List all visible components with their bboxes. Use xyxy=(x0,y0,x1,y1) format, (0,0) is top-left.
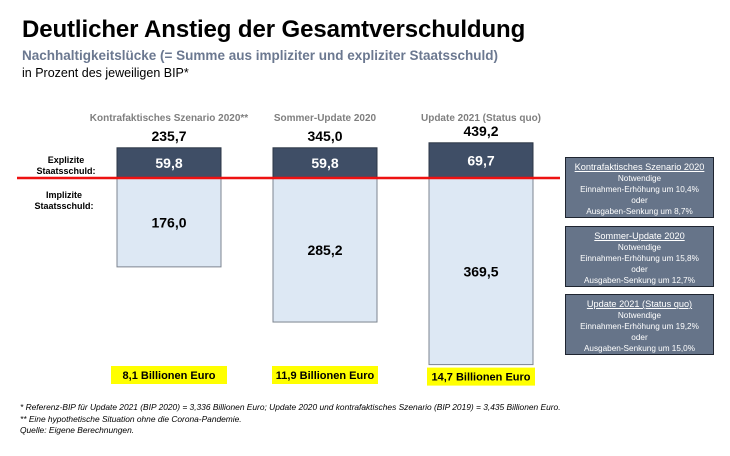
explicit-value-label: 59,8 xyxy=(311,155,338,171)
scenario-label: Update 2021 (Status quo) xyxy=(421,113,541,124)
info-box-line: Einnahmen-Erhöhung um 19,2% xyxy=(580,322,699,331)
info-box-heading: Update 2021 (Status quo) xyxy=(586,299,693,309)
side-label-implicit: Implizite Staatsschuld: xyxy=(34,190,93,211)
info-box-kontrafaktisch: Kontrafaktisches Szenario 2020 Notwendig… xyxy=(565,157,714,218)
chart-subtitle: Nachhaltigkeitslücke (= Summe aus impliz… xyxy=(22,48,499,63)
bar-implicit xyxy=(272,177,378,323)
info-box-line: Notwendige xyxy=(617,311,662,320)
euro-amount-label: 14,7 Billionen Euro xyxy=(431,372,530,384)
scenario-label: Sommer-Update 2020 xyxy=(274,113,377,124)
info-box-line: Notwendige xyxy=(617,243,662,252)
side-label-implicit-line1: Implizite xyxy=(46,190,82,200)
footnote-source: Quelle: Eigene Berechnungen. xyxy=(20,425,135,435)
info-box-line: oder xyxy=(631,196,648,205)
explicit-value-label: 59,8 xyxy=(155,155,182,171)
unit-label: in Prozent des jeweiligen BIP* xyxy=(22,66,189,80)
side-label-explicit-line2: Staatsschuld: xyxy=(36,166,95,176)
info-box-heading: Kontrafaktisches Szenario 2020 xyxy=(574,162,705,172)
bar-group: 59,8 176,0 235,7 Kontrafaktisches Szenario … xyxy=(90,113,249,384)
scenario-label: Kontrafaktisches Szenario 2020** xyxy=(90,113,249,124)
info-box-heading: Sommer-Update 2020 xyxy=(594,231,685,241)
bar-explicit xyxy=(116,147,222,179)
info-box-line: Einnahmen-Erhöhung um 15,8% xyxy=(580,254,699,263)
info-box-line: Notwendige xyxy=(617,174,662,183)
info-box-line: oder xyxy=(631,265,648,274)
total-value-label: 439,2 xyxy=(463,123,498,139)
implicit-value-label: 176,0 xyxy=(151,214,186,230)
euro-highlight-box xyxy=(427,367,535,386)
footnote-bip: * Referenz-BIP für Update 2021 (BIP 2020… xyxy=(20,402,561,412)
info-box-line: Ausgaben-Senkung um 8,7% xyxy=(586,207,693,216)
implicit-value-label: 285,2 xyxy=(307,242,342,258)
info-box-line: oder xyxy=(631,333,648,342)
footnotes: * Referenz-BIP für Update 2021 (BIP 2020… xyxy=(20,402,561,437)
euro-amount-label: 8,1 Billionen Euro xyxy=(123,370,216,382)
footnote-hypothetical: ** Eine hypothetische Situation ohne die… xyxy=(20,413,242,424)
side-label-explicit: Explizite Staatsschuld: xyxy=(36,155,95,176)
info-box-sommer-update: Sommer-Update 2020 Notwendige Einnahmen-… xyxy=(565,226,714,287)
bars-layer: 59,8 176,0 235,7 Kontrafaktisches Szenario … xyxy=(90,113,541,386)
side-label-implicit-line2: Staatsschuld: xyxy=(34,201,93,211)
bar-group: 59,8 285,2 345,0 Sommer-Update 2020 11,9 Bil… xyxy=(272,113,378,384)
euro-highlight-box xyxy=(111,366,227,384)
explicit-value-label: 69,7 xyxy=(467,152,494,168)
info-box-update-2021: Update 2021 (Status quo) Notwendige Einn… xyxy=(565,294,714,355)
info-box-line: Ausgaben-Senkung um 15,0% xyxy=(583,344,696,353)
bar-explicit xyxy=(272,147,378,179)
bar-explicit xyxy=(428,142,534,179)
total-value-label: 345,0 xyxy=(307,128,342,144)
info-box-line: Ausgaben-Senkung um 12,7% xyxy=(583,276,696,285)
side-label-explicit-line1: Explizite xyxy=(48,155,85,165)
info-box-line: Einnahmen-Erhöhung um 10,4% xyxy=(580,185,699,194)
chart-title: Deutlicher Anstieg der Gesamtverschuldun… xyxy=(22,16,526,43)
euro-amount-label: 11,9 Billionen Euro xyxy=(276,370,375,382)
implicit-value-label: 369,5 xyxy=(463,263,498,279)
total-value-label: 235,7 xyxy=(151,128,186,144)
euro-highlight-box xyxy=(272,366,378,384)
